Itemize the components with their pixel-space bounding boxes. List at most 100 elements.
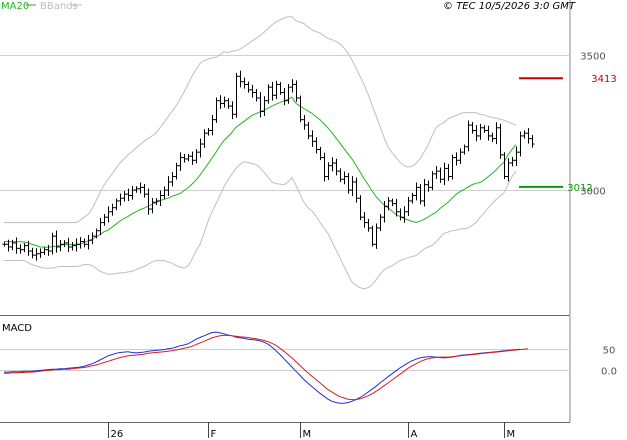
price-bar — [2, 241, 7, 247]
price-bar — [182, 153, 187, 163]
price-gridlines — [0, 55, 570, 191]
price-bar — [234, 72, 239, 118]
price-bar — [66, 237, 71, 253]
price-bar — [218, 95, 223, 109]
price-bar — [530, 135, 535, 148]
price-bar — [190, 151, 195, 165]
price-bar — [342, 171, 347, 185]
price-bar — [266, 84, 271, 104]
x-tick-label: F — [211, 429, 217, 440]
price-bar — [430, 171, 435, 191]
price-bar — [230, 101, 235, 120]
price-bar — [90, 232, 95, 244]
price-bar — [322, 152, 327, 182]
price-bar — [474, 125, 479, 142]
x-tick-label: M — [303, 429, 312, 440]
price-bar — [10, 239, 15, 251]
price-bar — [482, 125, 487, 133]
price-bar — [410, 192, 415, 204]
price-bar — [178, 152, 183, 171]
support-label: 3012 — [567, 183, 592, 194]
price-bar — [158, 190, 163, 206]
macd-line — [4, 331, 521, 404]
price-bar — [270, 81, 275, 101]
macd-panel-label: MACD — [2, 323, 32, 334]
price-bar — [386, 197, 391, 211]
price-bar — [418, 183, 423, 205]
price-bar — [326, 162, 331, 180]
price-bar — [294, 80, 299, 102]
bband-lower — [4, 161, 517, 290]
price-bar — [122, 190, 127, 202]
price-bar — [470, 121, 475, 134]
price-bar — [114, 198, 119, 211]
price-bar — [98, 218, 103, 236]
price-bar — [202, 129, 207, 148]
price-bar — [502, 152, 507, 180]
price-bar — [30, 247, 35, 259]
x-axis-ticks: 26 F M A M — [108, 422, 516, 440]
price-bar — [370, 225, 375, 247]
price-bar — [346, 172, 351, 194]
price-bar — [42, 247, 47, 256]
price-bar — [154, 198, 159, 206]
price-bar — [94, 228, 99, 239]
price-bar — [466, 120, 471, 152]
price-bar — [374, 223, 379, 249]
macd-y-tick: 0.0 — [601, 367, 617, 378]
price-bar — [478, 123, 483, 140]
price-bar — [70, 242, 75, 251]
price-bar — [366, 218, 371, 232]
price-bar — [26, 240, 31, 256]
price-bars — [2, 70, 535, 261]
price-bar — [334, 158, 339, 176]
price-bar — [78, 237, 83, 249]
macd-y-tick: 50 — [603, 346, 616, 357]
price-bar — [506, 158, 511, 182]
price-bar — [278, 82, 283, 95]
macd-lines — [4, 331, 529, 404]
price-bar — [302, 114, 307, 130]
price-bar — [194, 149, 199, 164]
price-bar — [318, 146, 323, 161]
price-bar — [38, 248, 43, 258]
price-bar — [82, 238, 87, 248]
price-bar — [274, 80, 279, 100]
price-bar — [402, 206, 407, 223]
price-bar — [454, 152, 459, 166]
ma20-path — [4, 96, 517, 248]
price-bar — [358, 195, 363, 221]
bbands-legend-label: BBands — [40, 1, 78, 12]
price-bar — [50, 232, 55, 255]
price-bar — [362, 211, 367, 228]
price-bar — [498, 123, 503, 159]
price-bar — [238, 70, 243, 88]
price-bar — [74, 238, 79, 252]
price-bar — [254, 88, 259, 102]
macd-y-tick-labels: 500.0 — [601, 346, 617, 378]
price-bar — [514, 146, 519, 166]
price-bar — [434, 166, 439, 179]
price-bar — [222, 96, 227, 108]
price-bar — [310, 130, 315, 147]
price-bar — [526, 128, 531, 144]
x-tick-label: M — [507, 429, 516, 440]
price-bar — [62, 240, 67, 248]
ma20-line — [4, 96, 517, 248]
price-bar — [174, 162, 179, 180]
price-bar — [138, 182, 143, 194]
resistance-label: 3413 — [591, 74, 616, 85]
price-bar — [206, 128, 211, 136]
price-bar — [286, 84, 291, 104]
price-bar — [414, 182, 419, 201]
price-bar — [134, 186, 139, 193]
price-bar — [130, 186, 135, 200]
price-bar — [242, 77, 247, 89]
price-y-tick: 3000 — [580, 187, 605, 198]
price-bar — [486, 125, 491, 141]
price-bar — [166, 176, 171, 196]
price-bar — [398, 208, 403, 221]
price-bar — [378, 214, 383, 232]
price-bar — [382, 200, 387, 223]
